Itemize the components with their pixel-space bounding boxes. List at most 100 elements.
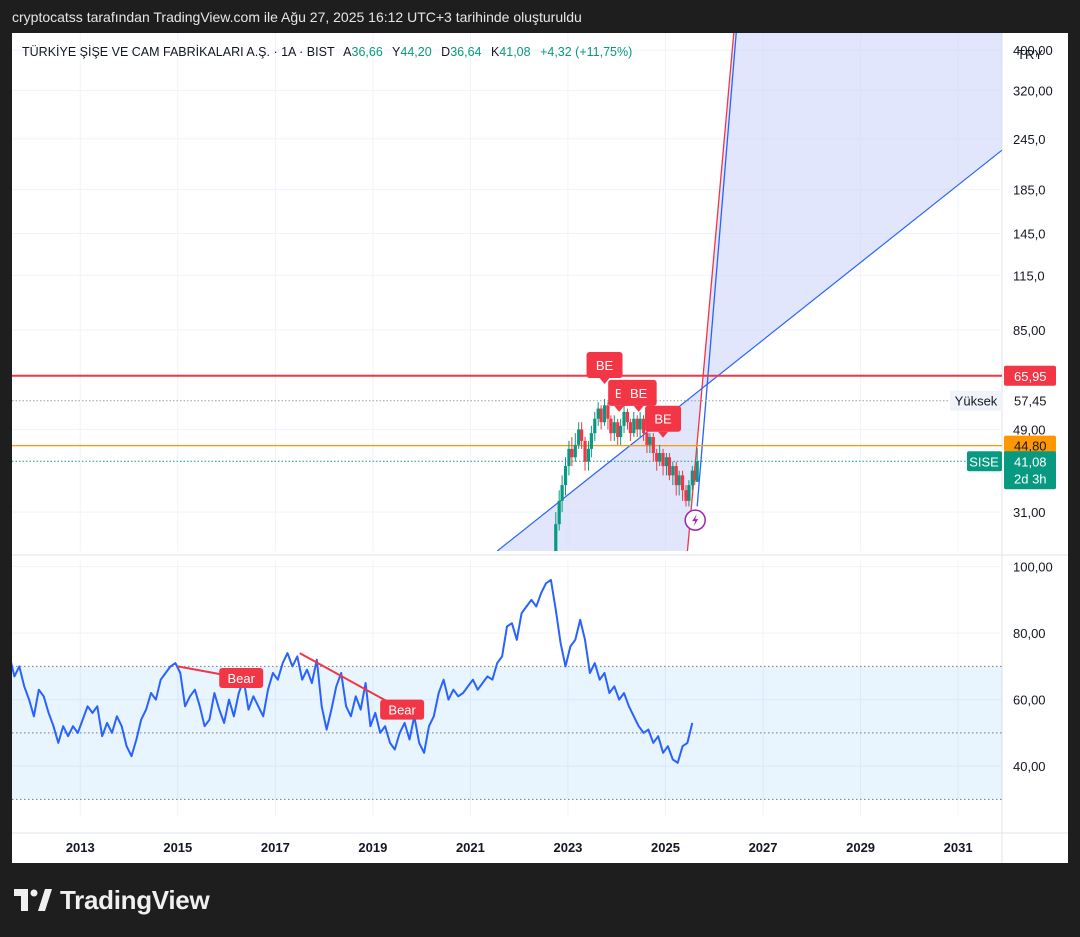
- rsi-tick-label[interactable]: 40,00: [1013, 759, 1046, 774]
- candle-body: [687, 485, 691, 501]
- candle-body: [671, 466, 675, 476]
- high-label: Y: [392, 45, 401, 59]
- price-tick-label[interactable]: 245,0: [1013, 132, 1046, 147]
- time-tick-label[interactable]: 2027: [749, 840, 778, 855]
- time-tick-label[interactable]: 2025: [651, 840, 680, 855]
- candle-body: [684, 490, 688, 501]
- last-price-label: 41,08: [1014, 454, 1047, 469]
- candle-body: [580, 429, 584, 441]
- time-axis[interactable]: 2013 2015 2017 2019 2021 2023 2025 2027 2029 2031: [66, 840, 973, 855]
- candle-body: [612, 422, 616, 434]
- bar-countdown-label: 2d 3h: [1014, 471, 1047, 486]
- high-value: 44,20: [400, 45, 431, 59]
- high-name-tag: [950, 390, 1002, 411]
- candle-body: [638, 418, 642, 430]
- signal-label-box: [586, 352, 623, 379]
- time-tick-label[interactable]: 2015: [163, 840, 192, 855]
- rsi-pane[interactable]: [12, 560, 1002, 816]
- candle-body: [557, 500, 561, 525]
- high-name-label: Yüksek: [955, 394, 998, 409]
- candle-body: [616, 422, 620, 437]
- price-axis[interactable]: 400,00 320,00 245,0 185,0 145,0 115,0 85,00 49,…: [1013, 43, 1053, 520]
- candle-body: [609, 418, 613, 434]
- time-tick-label[interactable]: 2023: [553, 840, 582, 855]
- signal-label-text: B: [615, 386, 624, 401]
- close-value: 41,08: [499, 45, 530, 59]
- price-tick-label[interactable]: 49,00: [1013, 422, 1046, 437]
- change-value: +4,32 (+11,75%): [540, 45, 632, 59]
- candle-body: [651, 436, 655, 454]
- time-tick-label[interactable]: 2017: [261, 840, 290, 855]
- tradingview-brand[interactable]: TradingView: [14, 884, 210, 916]
- bear-label-box: [380, 699, 425, 720]
- rsi-axis[interactable]: 100,00 80,00 60,00 40,00: [1013, 560, 1053, 774]
- candle-body: [560, 485, 564, 501]
- price-tick-label[interactable]: 185,0: [1013, 182, 1046, 197]
- projection-fan-area: [497, 33, 1002, 551]
- bear-label-text: Bear: [388, 703, 416, 718]
- candle-body: [658, 453, 662, 462]
- candle-body: [655, 453, 659, 462]
- candle-body: [619, 425, 623, 437]
- price-tick-label[interactable]: 320,00: [1013, 84, 1053, 99]
- high-value-label: 57,45: [1014, 394, 1047, 409]
- candle-body: [577, 429, 581, 445]
- time-tick-label[interactable]: 2021: [456, 840, 485, 855]
- candle-body: [645, 433, 649, 445]
- candle-body: [622, 411, 626, 426]
- price-tick-label[interactable]: 145,0: [1013, 226, 1046, 241]
- price-tick-label[interactable]: 115,0: [1013, 268, 1045, 283]
- signal-label-box: [620, 379, 657, 406]
- rsi-plot: Bear Bear: [12, 578, 1002, 800]
- signal-label-pointer: [599, 378, 610, 385]
- projection-fan-edge-red: [686, 33, 735, 551]
- candle-body: [674, 466, 678, 486]
- candle-body: [573, 444, 577, 458]
- candle-body: [635, 418, 639, 430]
- signal-label-pointer: [658, 431, 669, 438]
- rsi-line: [12, 578, 694, 764]
- open-label: A: [343, 45, 352, 59]
- candle-body: [625, 411, 630, 423]
- candle-body: [593, 418, 597, 434]
- open-value: 36,66: [352, 45, 383, 59]
- candle-body: [661, 453, 665, 467]
- lightning-bolt-glyph: [692, 514, 699, 527]
- rsi-tick-label[interactable]: 80,00: [1013, 626, 1046, 641]
- candle-body: [599, 408, 603, 423]
- candle-body: [667, 457, 671, 476]
- symbol-name-tag: [967, 451, 1002, 472]
- currency-label[interactable]: TRY: [1017, 47, 1043, 62]
- time-tick-label[interactable]: 2031: [944, 840, 973, 855]
- rsi-grid: [12, 560, 1002, 816]
- bear-label-box: [219, 668, 264, 689]
- time-tick-label[interactable]: 2013: [66, 840, 95, 855]
- candle-body: [554, 524, 558, 551]
- candle-body: [583, 440, 587, 462]
- candle-body: [664, 457, 669, 467]
- rsi-tick-label[interactable]: 100,00: [1013, 560, 1053, 575]
- close-label: K: [491, 45, 500, 59]
- candle-body: [596, 408, 600, 419]
- candle-body: [677, 475, 681, 486]
- price-tick-label[interactable]: 85,00: [1013, 323, 1046, 338]
- price-tick-label[interactable]: 400,00: [1013, 43, 1053, 58]
- symbol-legend[interactable]: TÜRKİYE ŞİŞE VE CAM FABRİKALARI A.Ş. · 1…: [22, 45, 632, 59]
- chart-frame: BE B BE BE Bear Bear 400,00 320,00 245,0 185,0 1…: [12, 33, 1068, 863]
- candle-body: [632, 418, 636, 434]
- time-tick-label[interactable]: 2019: [358, 840, 387, 855]
- snapshot-caption: cryptocatss tarafından TradingView.com i…: [12, 9, 582, 25]
- candle-body: [586, 448, 591, 462]
- candle-body: [628, 422, 632, 434]
- candle-body: [641, 418, 646, 434]
- price-tick-label[interactable]: 31,00: [1013, 505, 1046, 520]
- rsi-tick-label[interactable]: 60,00: [1013, 693, 1046, 708]
- candle-body: [563, 466, 568, 486]
- time-tick-label[interactable]: 2029: [846, 840, 875, 855]
- projection-fan-edge-blue: [696, 33, 737, 507]
- tradingview-logo-icon: [14, 889, 52, 911]
- trendline: [496, 149, 1002, 551]
- bear-label-text: Bear: [227, 671, 255, 686]
